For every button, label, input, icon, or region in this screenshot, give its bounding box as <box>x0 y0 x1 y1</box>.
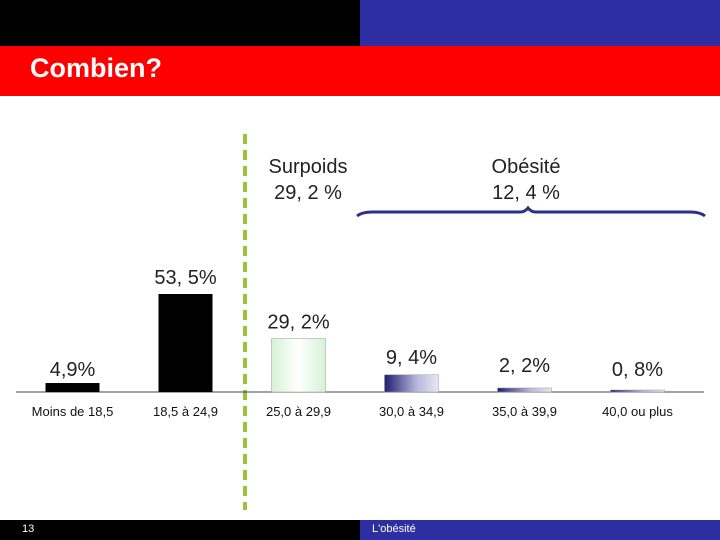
group-value-surpoids: 29, 2 % <box>274 182 342 204</box>
category-label-5: 40,0 ou plus <box>602 404 673 419</box>
bar-value-label-4: 2, 2% <box>499 355 550 377</box>
bar-4 <box>497 387 552 393</box>
slide-number: 13 <box>22 523 35 535</box>
group-value-obesite: 12, 4 % <box>492 182 560 204</box>
category-label-3: 30,0 à 34,9 <box>379 404 444 419</box>
bar-value-label-0: 4,9% <box>50 359 96 381</box>
bar-2 <box>271 338 326 393</box>
bar-value-label-5: 0, 8% <box>612 359 663 381</box>
slide-title: Combien? <box>30 53 162 83</box>
footer-blue-band <box>360 520 720 540</box>
category-label-0: Moins de 18,5 <box>32 404 114 419</box>
overweight-divider-line <box>243 134 247 510</box>
group-name-surpoids: Surpoids <box>268 156 348 178</box>
group-label-obesite: Obésité 12, 4 % <box>470 154 582 206</box>
header-blue-band <box>360 0 720 46</box>
group-name-obesite: Obésité <box>491 156 561 178</box>
bar-1 <box>158 294 213 392</box>
category-label-4: 35,0 à 39,9 <box>492 404 557 419</box>
header-black-band <box>0 0 360 46</box>
category-label-2: 25,0 à 29,9 <box>266 404 331 419</box>
bar-0 <box>45 383 100 392</box>
bar-value-label-3: 9, 4% <box>386 347 437 369</box>
bar-value-label-1: 53, 5% <box>154 267 216 289</box>
bar-5 <box>610 389 665 393</box>
bar-3 <box>384 374 439 393</box>
category-label-1: 18,5 à 24,9 <box>153 404 218 419</box>
title-bar <box>0 46 720 96</box>
footer-text: L'obésité <box>372 523 416 535</box>
group-label-surpoids: Surpoids 29, 2 % <box>252 154 364 206</box>
bar-value-label-2: 29, 2% <box>267 312 329 334</box>
obesity-bracket <box>356 205 706 218</box>
